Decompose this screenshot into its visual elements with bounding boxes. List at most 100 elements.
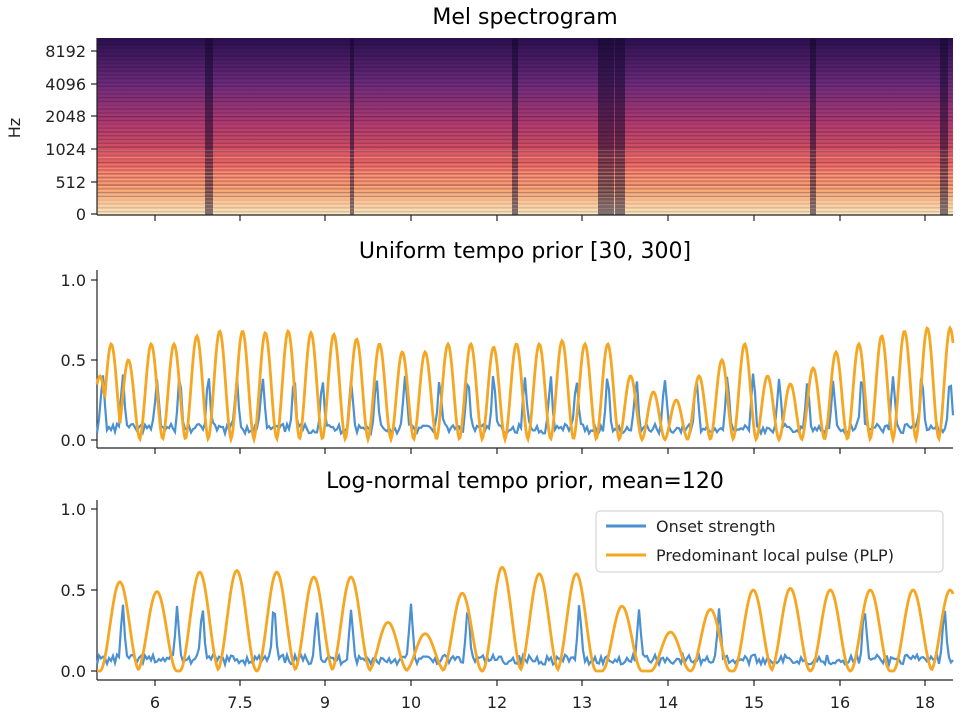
uniform-plp-line [95,325,955,445]
spectrogram-bright-stripe [97,178,953,180]
lognormal-title: Log-normal tempo prior, mean=120 [326,469,724,494]
spectrogram-bright-stripe [97,204,953,206]
xtick-label: 9 [320,693,330,712]
spectrogram-harmonic-stripe [97,59,953,61]
spectrogram-harmonic-stripe [97,119,953,122]
spectrogram-harmonic-stripe [97,135,953,137]
spectrogram-harmonic-stripe [97,192,953,194]
spectrogram-bright-stripe [97,189,953,191]
spectrogram-bright-stripe [97,182,953,184]
spectrogram-bright-stripe [97,160,953,162]
spectrogram-bright-stripe [97,164,953,166]
xtick-label: 6 [150,693,160,712]
spectrogram-harmonic-stripe [97,131,953,133]
legend-box [595,510,944,573]
spectrogram-ytick-label: 2048 [45,107,86,126]
uniform-title: Uniform tempo prior [30, 300] [359,239,691,264]
spectrogram-harmonic-stripe [97,81,953,84]
spectrogram-harmonic-stripe [97,138,953,141]
spectrogram-bright-stripe [97,157,953,159]
spectrogram-harmonic-stripe [97,112,953,114]
spectrogram-bright-stripe [97,168,953,170]
spectrogram-ytick-label: 4096 [45,75,86,94]
spectrogram-harmonic-stripe [97,199,953,201]
ytick-label: 0.5 [61,351,86,370]
legend: Onset strength Predominant local pulse (… [595,510,944,573]
spectrogram-harmonic-stripe [97,116,953,118]
spectrogram-harmonic-stripe [97,173,953,175]
xtick-label: 16 [830,693,850,712]
spectrogram-bright-stripe [97,207,953,209]
ytick-label: 1.0 [61,500,86,519]
spectrogram-harmonic-stripe [97,78,953,80]
spectrogram-harmonic-stripe [97,146,953,148]
spectrogram-harmonic-stripe [97,93,953,95]
spectrogram-harmonic-stripe [97,195,953,198]
spectrogram-dark-band [205,38,213,215]
spectrogram-bright-stripe [97,175,953,177]
spectrogram-harmonic-stripe [97,169,953,171]
uniform-onset-line [95,373,955,438]
spectrogram-harmonic-stripe [97,89,953,91]
spectrogram-harmonic-stripe [97,66,953,68]
spectrogram-harmonic-stripe [97,51,953,53]
spectrogram-harmonic-stripe [97,97,953,99]
spectrogram-bright-stripe [97,193,953,195]
spectrogram-bright-stripe [97,200,953,202]
ytick-label: 0.0 [61,662,86,681]
spectrogram-ytick-label: 8192 [45,42,86,61]
xtick-label: 13 [572,693,592,712]
spectrogram-title: Mel spectrogram [432,5,617,30]
spectrogram-bright-stripe [97,196,953,198]
spectrogram-harmonic-stripe [97,108,953,110]
legend-onset-label: Onset strength [656,517,776,536]
xtick-label: 15 [744,693,764,712]
spectrogram-harmonic-stripe [97,150,953,152]
spectrogram-harmonic-stripe [97,74,953,76]
spectrogram-harmonic-stripe [97,176,953,179]
spectrogram-harmonic-stripe [97,85,953,87]
spectrogram-bright-stripe [97,153,953,155]
xtick-label: 14 [658,693,678,712]
spectrogram-bright-stripe [97,211,953,213]
ytick-label: 0.0 [61,431,86,450]
spectrogram-harmonic-stripe [97,70,953,72]
spectrogram-harmonic-stripe [97,211,953,213]
spectrogram-harmonic-stripe [97,184,953,186]
spectrogram-dark-band [810,38,816,215]
spectrogram-harmonic-stripe [97,55,953,57]
spectrogram-harmonic-stripe [97,47,953,49]
spectrogram-harmonic-stripe [97,154,953,156]
spectrogram-ytick-label: 512 [55,173,86,192]
spectrogram-harmonic-stripe [97,161,953,163]
legend-plp-label: Predominant local pulse (PLP) [656,546,894,565]
spectrogram-harmonic-stripe [97,123,953,125]
spectrogram-harmonic-stripe [97,104,953,106]
spectrogram-harmonic-stripe [97,203,953,205]
spectrogram-harmonic-stripe [97,100,953,103]
spectrogram-harmonic-stripe [97,180,953,182]
xtick-label: 10 [401,693,421,712]
spectrogram-dark-band [350,38,354,215]
spectrogram-bright-stripe [97,171,953,173]
spectrogram-harmonic-stripe [97,188,953,190]
ytick-label: 0.5 [61,581,86,600]
spectrogram-harmonic-stripe [97,207,953,209]
xtick-label: 18 [915,693,935,712]
xtick-label: 12 [487,693,507,712]
ytick-label: 1.0 [61,271,86,290]
spectrogram-harmonic-stripe [97,165,953,167]
spectrogram-heatmap [97,38,953,215]
lognormal-plp-line [97,565,955,673]
spectrogram-harmonic-stripe [97,43,953,46]
spectrogram-ytick-label: 1024 [45,140,86,159]
spectrogram-bright-stripe [97,150,953,152]
spectrogram-dark-band [940,38,948,215]
spectrogram-dark-band [598,38,614,215]
spectrogram-harmonic-stripe [97,40,953,42]
spectrogram-dark-band [615,38,625,215]
spectrogram-bright-stripe [97,186,953,188]
spectrogram-ytick-label: 0 [76,205,86,224]
spectrogram-harmonic-stripe [97,142,953,144]
spectrogram-harmonic-stripe [97,157,953,160]
